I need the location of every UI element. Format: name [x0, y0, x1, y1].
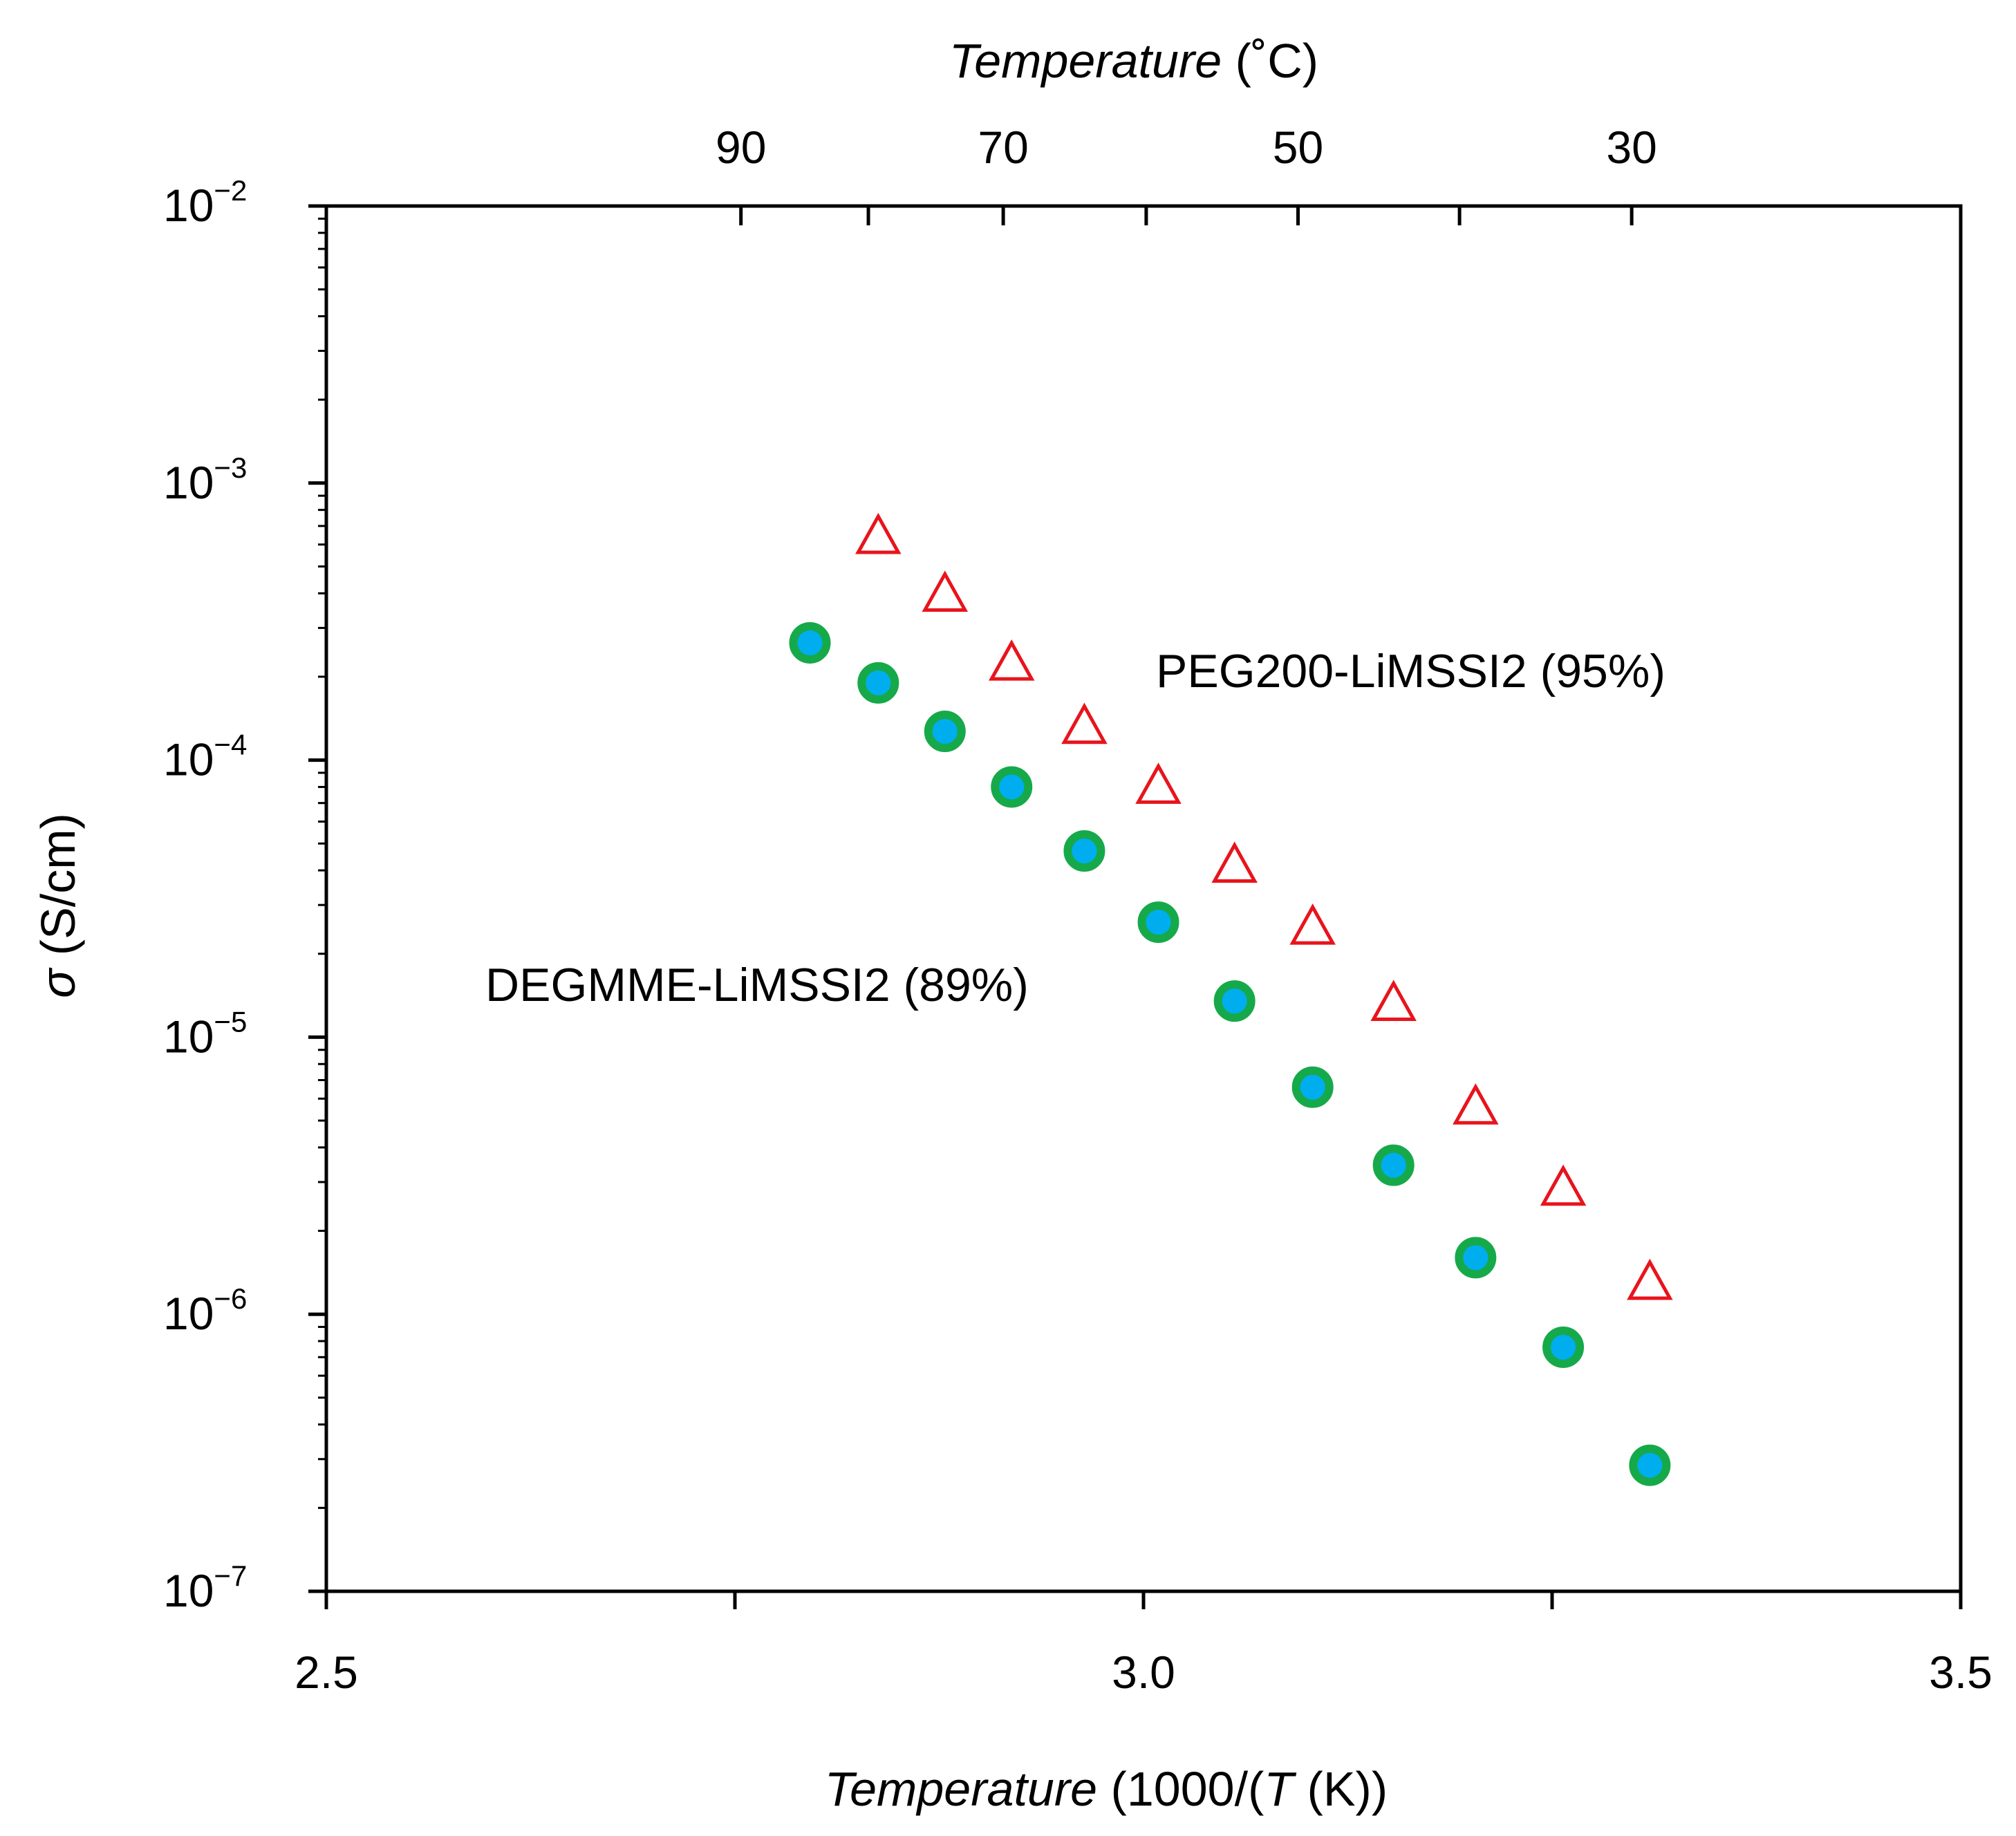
circle-marker	[1542, 1326, 1585, 1368]
y-tick-label: 10−6	[163, 1282, 247, 1339]
triangle-marker	[988, 639, 1035, 681]
top-tick-label: 70	[978, 122, 1028, 173]
plot-frame	[324, 204, 1963, 1593]
y-axis: 10−2 10−3 10−4 10−5 10−6 10−7	[163, 174, 326, 1616]
circle-marker	[1629, 1444, 1671, 1486]
y-tick-label: 10−5	[163, 1005, 247, 1062]
x-axis: 2.5 3.0 3.5	[295, 1591, 1992, 1698]
circle-marker	[991, 766, 1033, 808]
plot-area	[789, 512, 1673, 1486]
x-tick-label: 3.0	[1112, 1647, 1175, 1698]
triangle-marker	[1135, 762, 1182, 804]
triangle-marker	[855, 512, 902, 554]
triangle-marker	[1453, 1083, 1499, 1125]
triangle-marker	[1061, 702, 1108, 744]
triangle-marker	[1540, 1164, 1587, 1206]
triangle-marker	[1627, 1258, 1673, 1300]
circle-marker	[924, 710, 966, 752]
triangle-marker	[1370, 980, 1417, 1021]
triangle-marker	[1289, 903, 1336, 945]
top-x-axis: 90 70 50 30	[716, 122, 1657, 225]
top-x-axis-title: Temperature (˚C)	[949, 34, 1318, 88]
y-tick-label: 10−3	[163, 451, 247, 508]
circle-marker	[1137, 901, 1179, 944]
circle-marker	[789, 621, 831, 664]
y-axis-title: σ (S/cm)	[31, 813, 85, 998]
circle-marker	[1372, 1144, 1415, 1186]
y-tick-label: 10−4	[163, 729, 247, 785]
circle-marker	[1455, 1237, 1497, 1279]
triangle-marker	[922, 570, 969, 612]
top-tick-label: 30	[1606, 122, 1656, 173]
series-label-degmme: DEGMME-LiMSSI2 (89%)	[485, 959, 1029, 1011]
series-label-peg200: PEG200-LiMSSI2 (95%)	[1156, 645, 1665, 697]
y-tick-label: 10−2	[163, 174, 247, 231]
x-axis-title: Temperature (1000/(T (K))	[825, 1762, 1388, 1816]
x-tick-label: 3.5	[1929, 1647, 1992, 1698]
top-tick-label: 90	[716, 122, 766, 173]
top-tick-label: 50	[1273, 122, 1323, 173]
triangle-marker	[1211, 841, 1258, 883]
circle-marker	[857, 662, 899, 704]
y-tick-label: 10−7	[163, 1559, 247, 1616]
circle-marker	[1213, 980, 1256, 1022]
x-tick-label: 2.5	[295, 1647, 358, 1698]
circle-marker	[1291, 1066, 1334, 1108]
circle-marker	[1063, 830, 1105, 872]
